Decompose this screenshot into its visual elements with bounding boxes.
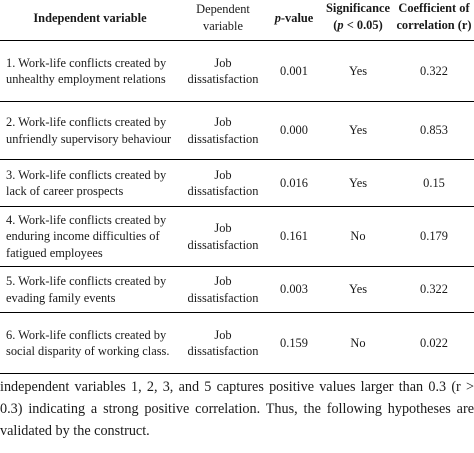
cell-dependent: Job dissatisfaction bbox=[187, 167, 259, 199]
header-dependent-line2: variable bbox=[203, 18, 243, 33]
paragraph-line-2: 0.3) indicating a strong positive correl… bbox=[0, 401, 474, 417]
header-row: Independent variable Dependent variable … bbox=[0, 0, 474, 41]
table-row: 2. Work-life conflicts created by unfrie… bbox=[0, 101, 474, 160]
cell-dependent: Job dissatisfaction bbox=[187, 327, 259, 359]
header-independent-text: Independent variable bbox=[33, 11, 147, 25]
cell-significance: Yes bbox=[348, 123, 368, 138]
cell-significance: Yes bbox=[348, 63, 368, 78]
table-body: 1. Work-life conflicts created by unheal… bbox=[0, 40, 474, 374]
table-row: 5. Work-life conflicts created by evadin… bbox=[0, 266, 474, 313]
header-dependent-line1: Dependent bbox=[196, 2, 250, 16]
cell-independent: 5. Work-life conflicts created by evadin… bbox=[6, 274, 167, 305]
header-significance-open: ( bbox=[333, 17, 338, 32]
cell-dependent: Job dissatisfaction bbox=[187, 115, 259, 146]
cell-p-value: 0.016 bbox=[280, 175, 308, 190]
cell-dependent: Job dissatisfaction bbox=[187, 221, 259, 252]
header-significance-line1: Significance bbox=[325, 1, 391, 15]
results-table: Independent variable Dependent variable … bbox=[0, 0, 474, 374]
cell-p-value: 0.159 bbox=[280, 335, 308, 350]
header-significance: Significance (p < 0.05) bbox=[322, 0, 394, 41]
cell-p-value: 0.000 bbox=[280, 123, 308, 138]
table-row: 6. Work-life conflicts created by social… bbox=[0, 312, 474, 374]
header-significance-p: p bbox=[337, 17, 344, 32]
header-p-italic: p bbox=[274, 11, 281, 25]
cell-independent: 6. Work-life conflicts created by social… bbox=[6, 327, 170, 359]
header-coefficient-line2: correlation (r) bbox=[396, 17, 472, 32]
header-significance-rest: < 0.05) bbox=[343, 17, 383, 32]
header-p-rest: -value bbox=[280, 11, 314, 25]
cell-significance: Yes bbox=[348, 175, 368, 190]
paragraph-line-1: independent variables 1, 2, 3, and 5 cap… bbox=[0, 379, 474, 395]
paragraph-line-3: validated by the construct. bbox=[0, 423, 150, 439]
cell-dependent: Job dissatisfaction bbox=[187, 55, 259, 87]
cell-dependent: Job dissatisfaction bbox=[187, 274, 259, 305]
cell-significance: No bbox=[350, 229, 366, 244]
body-paragraph: independent variables 1, 2, 3, and 5 cap… bbox=[0, 376, 474, 442]
cell-independent: 3. Work-life conflicts created by lack o… bbox=[6, 167, 167, 199]
header-coefficient: Coefficient of correlation (r) bbox=[394, 0, 474, 41]
cell-coefficient: 0.179 bbox=[420, 229, 448, 244]
header-dependent-variable: Dependent variable bbox=[180, 0, 266, 41]
cell-coefficient: 0.322 bbox=[420, 282, 448, 297]
cell-independent: 1. Work-life conflicts created by unheal… bbox=[6, 55, 167, 87]
table-row: 3. Work-life conflicts created by lack o… bbox=[0, 159, 474, 207]
table-row: 1. Work-life conflicts created by unheal… bbox=[0, 40, 474, 102]
cell-p-value: 0.161 bbox=[280, 229, 308, 244]
header-coefficient-line1: Coefficient of bbox=[398, 1, 470, 15]
cell-significance: No bbox=[350, 335, 366, 350]
cell-coefficient: 0.15 bbox=[423, 175, 445, 190]
header-p-value: p-value bbox=[266, 0, 322, 41]
cell-coefficient: 0.022 bbox=[420, 335, 448, 350]
cell-p-value: 0.003 bbox=[280, 282, 308, 297]
cell-coefficient: 0.322 bbox=[420, 63, 448, 78]
cell-significance: Yes bbox=[348, 282, 368, 297]
header-independent-variable: Independent variable bbox=[0, 0, 180, 41]
cell-p-value: 0.001 bbox=[280, 63, 308, 78]
cell-coefficient: 0.853 bbox=[420, 123, 448, 138]
table-row: 4. Work-life conflicts created by enduri… bbox=[0, 206, 474, 267]
table-header: Independent variable Dependent variable … bbox=[0, 0, 474, 41]
cell-independent: 2. Work-life conflicts created by unfrie… bbox=[6, 115, 172, 146]
cell-independent: 4. Work-life conflicts created by enduri… bbox=[6, 212, 167, 260]
